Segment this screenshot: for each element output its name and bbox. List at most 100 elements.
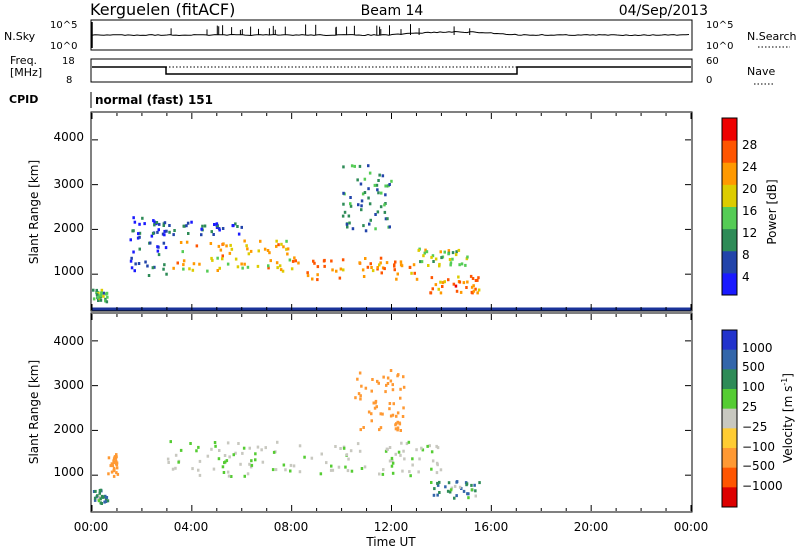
vel-cb-tick-neg25: −25 xyxy=(742,420,767,434)
power-ytick-3000: 3000 xyxy=(53,177,84,191)
power-cell xyxy=(323,264,326,268)
velocity-cell xyxy=(197,468,200,472)
velocity-cell xyxy=(396,411,400,415)
velocity-cell xyxy=(224,460,227,464)
velocity-cell xyxy=(394,427,398,431)
velocity-cell xyxy=(342,446,346,450)
power-cell xyxy=(234,257,238,261)
velocity-colorbar-band xyxy=(722,467,737,488)
power-cell xyxy=(182,267,185,271)
velocity-cell xyxy=(310,456,314,460)
velocity-cell xyxy=(354,396,357,400)
velocity-cell xyxy=(282,463,286,467)
velocity-cell xyxy=(363,465,367,469)
power-cell xyxy=(376,188,379,192)
power-cell xyxy=(381,174,385,178)
power-cell xyxy=(100,288,104,292)
velocity-cell xyxy=(402,375,405,379)
velocity-cell xyxy=(189,442,192,445)
velocity-cell xyxy=(174,453,178,457)
power-cell xyxy=(380,271,383,275)
velocity-cell xyxy=(426,444,429,448)
power-cell xyxy=(393,268,396,272)
power-cell xyxy=(203,224,207,228)
xtick-1200: 12:00 xyxy=(374,520,409,534)
power-cell xyxy=(410,271,413,275)
power-cell xyxy=(361,268,365,272)
power-colorbar-label: Power [dB] xyxy=(765,179,779,244)
velocity-cell xyxy=(436,446,440,450)
power-cell xyxy=(349,196,352,199)
velocity-cell xyxy=(378,428,381,432)
power-cell xyxy=(383,267,386,271)
power-cell xyxy=(470,285,474,289)
power-cell xyxy=(286,252,289,256)
power-cell xyxy=(476,291,479,295)
velocity-cell xyxy=(359,397,362,401)
velocity-cell xyxy=(435,471,439,475)
power-cell xyxy=(431,287,434,291)
velocity-cell xyxy=(396,374,399,378)
power-cell xyxy=(137,232,140,236)
nsky-bottom-tick: 10^0 xyxy=(50,41,77,52)
velocity-cell xyxy=(99,497,102,501)
velocity-cell xyxy=(329,468,333,472)
velocity-cell xyxy=(391,471,395,475)
nsky-trace xyxy=(91,30,690,37)
power-cell xyxy=(381,266,385,270)
power-cell xyxy=(349,204,353,208)
power-cell xyxy=(441,255,445,259)
power-cell xyxy=(447,252,450,256)
power-colorbar xyxy=(722,118,737,296)
velocity-cell xyxy=(386,382,390,385)
power-cell xyxy=(360,204,363,208)
power-cell xyxy=(380,191,383,195)
power-cell xyxy=(376,210,380,214)
power-cell xyxy=(420,260,424,264)
power-cell xyxy=(346,225,349,229)
power-cell xyxy=(185,224,188,228)
power-cell xyxy=(92,288,95,292)
velocity-cell xyxy=(93,498,97,502)
power-cell xyxy=(359,182,363,186)
velocity-cell xyxy=(242,446,246,450)
power-cell xyxy=(276,266,279,270)
velocity-cell xyxy=(458,485,462,489)
power-cell xyxy=(373,183,377,187)
velocity-cell xyxy=(430,467,433,471)
velocity-scatter xyxy=(92,369,481,505)
power-cell xyxy=(181,250,184,254)
power-cell xyxy=(256,264,260,268)
power-cell xyxy=(455,289,459,293)
power-cell xyxy=(134,262,137,266)
power-cell xyxy=(249,249,253,253)
power-cell xyxy=(377,179,380,182)
power-cell xyxy=(342,191,345,195)
velocity-cell xyxy=(107,456,111,460)
power-cell xyxy=(358,261,361,265)
velocity-cell xyxy=(450,486,454,490)
power-cell xyxy=(360,208,363,212)
power-cell xyxy=(172,266,175,270)
power-cell xyxy=(378,173,381,177)
velocity-cell xyxy=(403,457,406,461)
power-cell xyxy=(179,241,183,244)
power-cell xyxy=(186,221,190,225)
power-colorbar-band xyxy=(722,140,737,163)
power-cell xyxy=(399,263,403,267)
velocity-cell xyxy=(276,440,279,444)
velocity-cell xyxy=(388,459,392,463)
velocity-cell xyxy=(435,461,439,465)
velocity-cell xyxy=(433,487,436,491)
power-cell xyxy=(477,276,480,280)
velocity-label-main: Velocity [m s xyxy=(781,386,795,463)
velocity-cell xyxy=(359,394,362,398)
power-cell xyxy=(430,255,433,259)
power-cell xyxy=(399,260,403,264)
power-cell xyxy=(383,203,386,207)
beam-title: Beam 14 xyxy=(361,3,424,19)
power-cell xyxy=(146,264,149,268)
velocity-cell xyxy=(112,474,116,478)
velocity-cell xyxy=(470,483,473,487)
power-cell xyxy=(99,294,103,298)
